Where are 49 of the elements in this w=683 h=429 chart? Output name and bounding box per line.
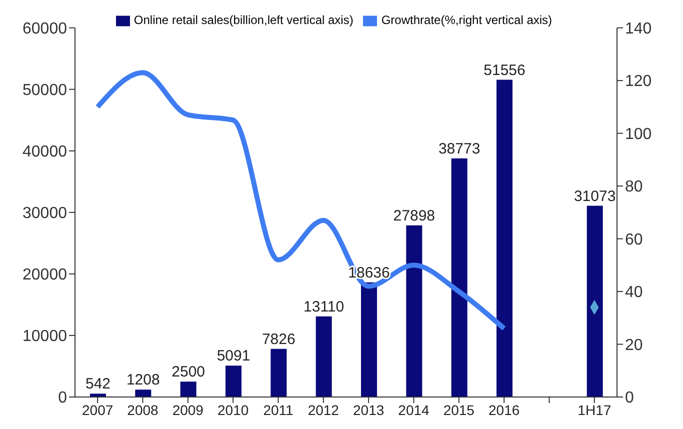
- y2-tick-label: 80: [625, 178, 643, 196]
- bar: [586, 206, 603, 397]
- y-tick-label: 40000: [22, 144, 68, 161]
- x-tick-label: 2015: [443, 402, 475, 418]
- data-label: 31073: [574, 188, 616, 205]
- y2-tick-label: 40: [625, 284, 643, 302]
- y-tick-label: 0: [58, 390, 68, 407]
- x-tick-label: 2012: [308, 402, 340, 418]
- bar: [451, 158, 468, 397]
- x-tick-label: 2007: [82, 402, 114, 418]
- data-label: 7826: [262, 330, 296, 348]
- y2-tick-label: 20: [625, 336, 643, 354]
- bar: [496, 80, 512, 397]
- legend-label: Growthrate(%,right vertical axis): [381, 13, 552, 27]
- legend-label: Online retail sales(billion,left vertical axis): [134, 13, 354, 27]
- x-tick-label: 2016: [488, 402, 520, 418]
- data-label: 542: [85, 376, 111, 393]
- data-label: 1208: [126, 372, 160, 389]
- data-label: 2500: [172, 364, 206, 381]
- data-label: 13110: [304, 298, 344, 316]
- bar: [406, 225, 422, 397]
- x-tick-label: 2013: [353, 402, 384, 418]
- data-label: 38773: [438, 140, 480, 158]
- y2-tick-label: 140: [625, 20, 652, 38]
- data-label: 51556: [484, 62, 526, 79]
- y-tick-label: 50000: [22, 82, 68, 100]
- y-tick-label: 10000: [22, 328, 68, 346]
- y2-tick-label: 60: [625, 231, 643, 248]
- y-tick-label: 20000: [22, 266, 68, 284]
- y2-tick-label: 120: [625, 73, 652, 90]
- y2-tick-label: 0: [625, 390, 634, 407]
- y2-tick-label: 100: [625, 126, 652, 143]
- bar: [270, 348, 287, 397]
- x-tick-label: 2008: [127, 402, 159, 418]
- x-tick-label: 2010: [218, 402, 249, 418]
- bar: [90, 394, 106, 397]
- data-label: 27898: [393, 207, 436, 224]
- bar: [180, 382, 196, 397]
- x-tick-label: 2014: [398, 402, 430, 418]
- bar: [135, 390, 152, 397]
- y-tick-label: 30000: [22, 205, 68, 222]
- x-tick-label: 2011: [263, 402, 294, 418]
- y-tick-label: 60000: [22, 20, 68, 38]
- x-tick-label: 2009: [172, 402, 204, 418]
- bar: [361, 282, 377, 397]
- x-tick-label: 1H17: [578, 402, 612, 418]
- bar: [226, 366, 242, 397]
- data-label: 5091: [216, 348, 250, 365]
- bar: [316, 316, 332, 397]
